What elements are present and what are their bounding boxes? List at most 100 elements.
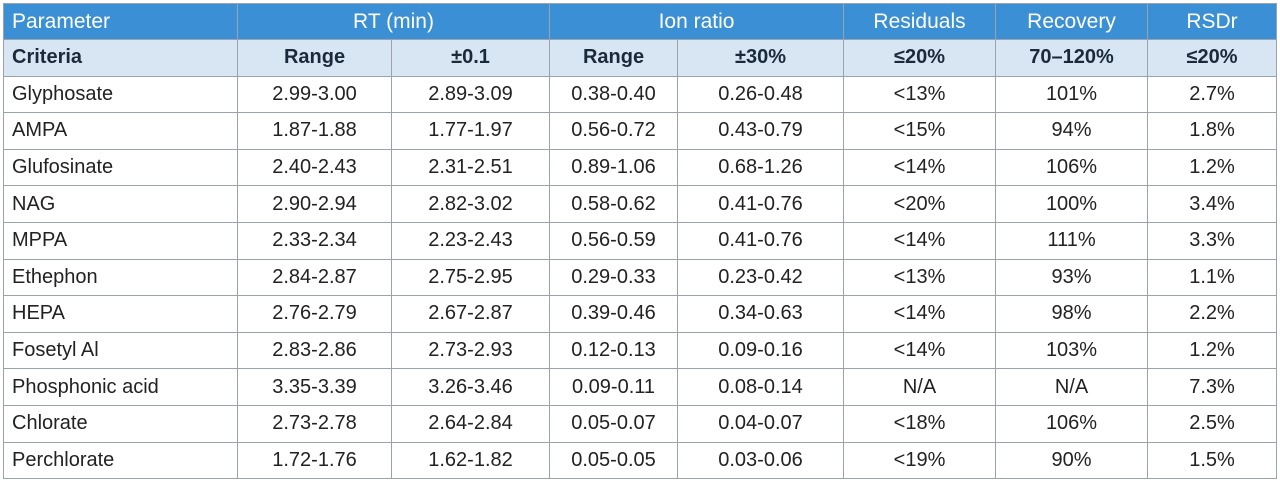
cell-rsdr: 1.8%	[1147, 112, 1278, 150]
table-row: Chlorate 2.73-2.78 2.64-2.84 0.05-0.07 0.04-…	[3, 404, 1278, 443]
cell-rt-range: 2.90-2.94	[237, 185, 392, 223]
criteria-row: Criteria Range ±0.1 Range ±30% ≤20% 70–1…	[3, 39, 1278, 77]
cell-name: Fosetyl Al	[3, 331, 238, 370]
cell-rsdr: 1.1%	[1147, 258, 1278, 297]
cell-name: Glyphosate	[3, 75, 238, 114]
header-rt: RT (min)	[237, 3, 550, 40]
cell-ion-tolerance: 0.04-0.07	[676, 404, 845, 443]
table-row: HEPA 2.76-2.79 2.67-2.87 0.39-0.46 0.34-0.63…	[3, 295, 1278, 333]
table-row: Fosetyl Al 2.83-2.86 2.73-2.93 0.12-0.13 0.0…	[3, 331, 1278, 370]
cell-recovery: 103%	[995, 331, 1149, 370]
cell-recovery: 90%	[995, 441, 1149, 480]
cell-recovery: 93%	[995, 258, 1149, 297]
cell-residuals: <20%	[843, 185, 997, 223]
criteria-label: Criteria	[3, 39, 238, 77]
cell-recovery: 106%	[995, 404, 1149, 443]
cell-name: HEPA	[3, 295, 238, 333]
cell-ion-tolerance: 0.68-1.26	[676, 148, 845, 187]
cell-rsdr: 3.4%	[1147, 185, 1278, 223]
cell-rt-range: 2.99-3.00	[237, 75, 392, 114]
header-residuals: Residuals	[843, 3, 997, 40]
cell-ion-tolerance: 0.41-0.76	[676, 185, 845, 223]
cell-ion-range: 0.38-0.40	[549, 75, 678, 114]
cell-name: MPPA	[3, 221, 238, 260]
cell-rt-tolerance: 1.62-1.82	[391, 441, 550, 480]
cell-rt-range: 2.73-2.78	[237, 404, 392, 443]
cell-rsdr: 3.3%	[1147, 221, 1278, 260]
cell-rsdr: 1.2%	[1147, 148, 1278, 187]
cell-ion-tolerance: 0.41-0.76	[676, 221, 845, 260]
cell-name: NAG	[3, 185, 238, 223]
table-row: Phosphonic acid 3.35-3.39 3.26-3.46 0.09-0.…	[3, 368, 1278, 406]
cell-name: Chlorate	[3, 404, 238, 443]
table-row: MPPA 2.33-2.34 2.23-2.43 0.56-0.59 0.41-0.76…	[3, 221, 1278, 260]
cell-recovery: 111%	[995, 221, 1149, 260]
cell-rt-range: 2.76-2.79	[237, 295, 392, 333]
cell-recovery: 94%	[995, 112, 1149, 150]
cell-residuals: <15%	[843, 112, 997, 150]
cell-rt-tolerance: 1.77-1.97	[391, 112, 550, 150]
cell-residuals: <18%	[843, 404, 997, 443]
cell-residuals: <13%	[843, 258, 997, 297]
criteria-rt-range: Range	[237, 39, 392, 77]
cell-ion-range: 0.56-0.59	[549, 221, 678, 260]
cell-rt-tolerance: 2.64-2.84	[391, 404, 550, 443]
cell-residuals: <14%	[843, 295, 997, 333]
cell-rt-tolerance: 2.31-2.51	[391, 148, 550, 187]
cell-rt-range: 2.40-2.43	[237, 148, 392, 187]
cell-ion-range: 0.56-0.72	[549, 112, 678, 150]
header-parameter: Parameter	[3, 3, 238, 40]
table-row: AMPA 1.87-1.88 1.77-1.97 0.56-0.72 0.43-0.79…	[3, 112, 1278, 150]
cell-rt-range: 2.84-2.87	[237, 258, 392, 297]
cell-ion-tolerance: 0.03-0.06	[676, 441, 845, 480]
cell-rt-range: 2.33-2.34	[237, 221, 392, 260]
cell-ion-tolerance: 0.43-0.79	[676, 112, 845, 150]
cell-residuals: <14%	[843, 221, 997, 260]
cell-residuals: N/A	[843, 368, 997, 406]
cell-ion-range: 0.58-0.62	[549, 185, 678, 223]
criteria-ion-range: Range	[549, 39, 678, 77]
cell-rt-range: 1.87-1.88	[237, 112, 392, 150]
cell-rsdr: 7.3%	[1147, 368, 1278, 406]
cell-rt-range: 1.72-1.76	[237, 441, 392, 480]
cell-name: Perchlorate	[3, 441, 238, 480]
criteria-recovery: 70–120%	[995, 39, 1149, 77]
cell-recovery: 106%	[995, 148, 1149, 187]
cell-rt-tolerance: 2.89-3.09	[391, 75, 550, 114]
cell-rt-tolerance: 2.67-2.87	[391, 295, 550, 333]
cell-recovery: 100%	[995, 185, 1149, 223]
criteria-rsdr: ≤20%	[1147, 39, 1278, 77]
cell-ion-range: 0.89-1.06	[549, 148, 678, 187]
cell-residuals: <14%	[843, 148, 997, 187]
header-rsdr: RSDr	[1147, 3, 1278, 40]
cell-rsdr: 2.7%	[1147, 75, 1278, 114]
cell-ion-tolerance: 0.08-0.14	[676, 368, 845, 406]
cell-ion-range: 0.39-0.46	[549, 295, 678, 333]
cell-name: Ethephon	[3, 258, 238, 297]
cell-recovery: N/A	[995, 368, 1149, 406]
cell-ion-range: 0.29-0.33	[549, 258, 678, 297]
cell-ion-range: 0.05-0.05	[549, 441, 678, 480]
cell-residuals: <13%	[843, 75, 997, 114]
cell-rt-tolerance: 3.26-3.46	[391, 368, 550, 406]
cell-name: AMPA	[3, 112, 238, 150]
cell-ion-tolerance: 0.23-0.42	[676, 258, 845, 297]
cell-ion-range: 0.12-0.13	[549, 331, 678, 370]
cell-rt-range: 3.35-3.39	[237, 368, 392, 406]
criteria-ion-tolerance: ±30%	[676, 39, 845, 77]
header-ion-ratio: Ion ratio	[548, 3, 845, 40]
cell-name: Glufosinate	[3, 148, 238, 187]
header-recovery: Recovery	[995, 3, 1149, 40]
cell-ion-range: 0.09-0.11	[549, 368, 678, 406]
cell-rsdr: 2.5%	[1147, 404, 1278, 443]
table-row: NAG 2.90-2.94 2.82-3.02 0.58-0.62 0.41-0.76 <…	[3, 185, 1278, 223]
cell-rt-tolerance: 2.75-2.95	[391, 258, 550, 297]
cell-ion-tolerance: 0.26-0.48	[676, 75, 845, 114]
table-row: Ethephon 2.84-2.87 2.75-2.95 0.29-0.33 0.23-…	[3, 258, 1278, 297]
table-row: Glyphosate 2.99-3.00 2.89-3.09 0.38-0.40 0.2…	[3, 75, 1278, 114]
cell-rt-tolerance: 2.82-3.02	[391, 185, 550, 223]
cell-residuals: <14%	[843, 331, 997, 370]
cell-ion-tolerance: 0.09-0.16	[676, 331, 845, 370]
cell-rt-tolerance: 2.23-2.43	[391, 221, 550, 260]
cell-recovery: 101%	[995, 75, 1149, 114]
